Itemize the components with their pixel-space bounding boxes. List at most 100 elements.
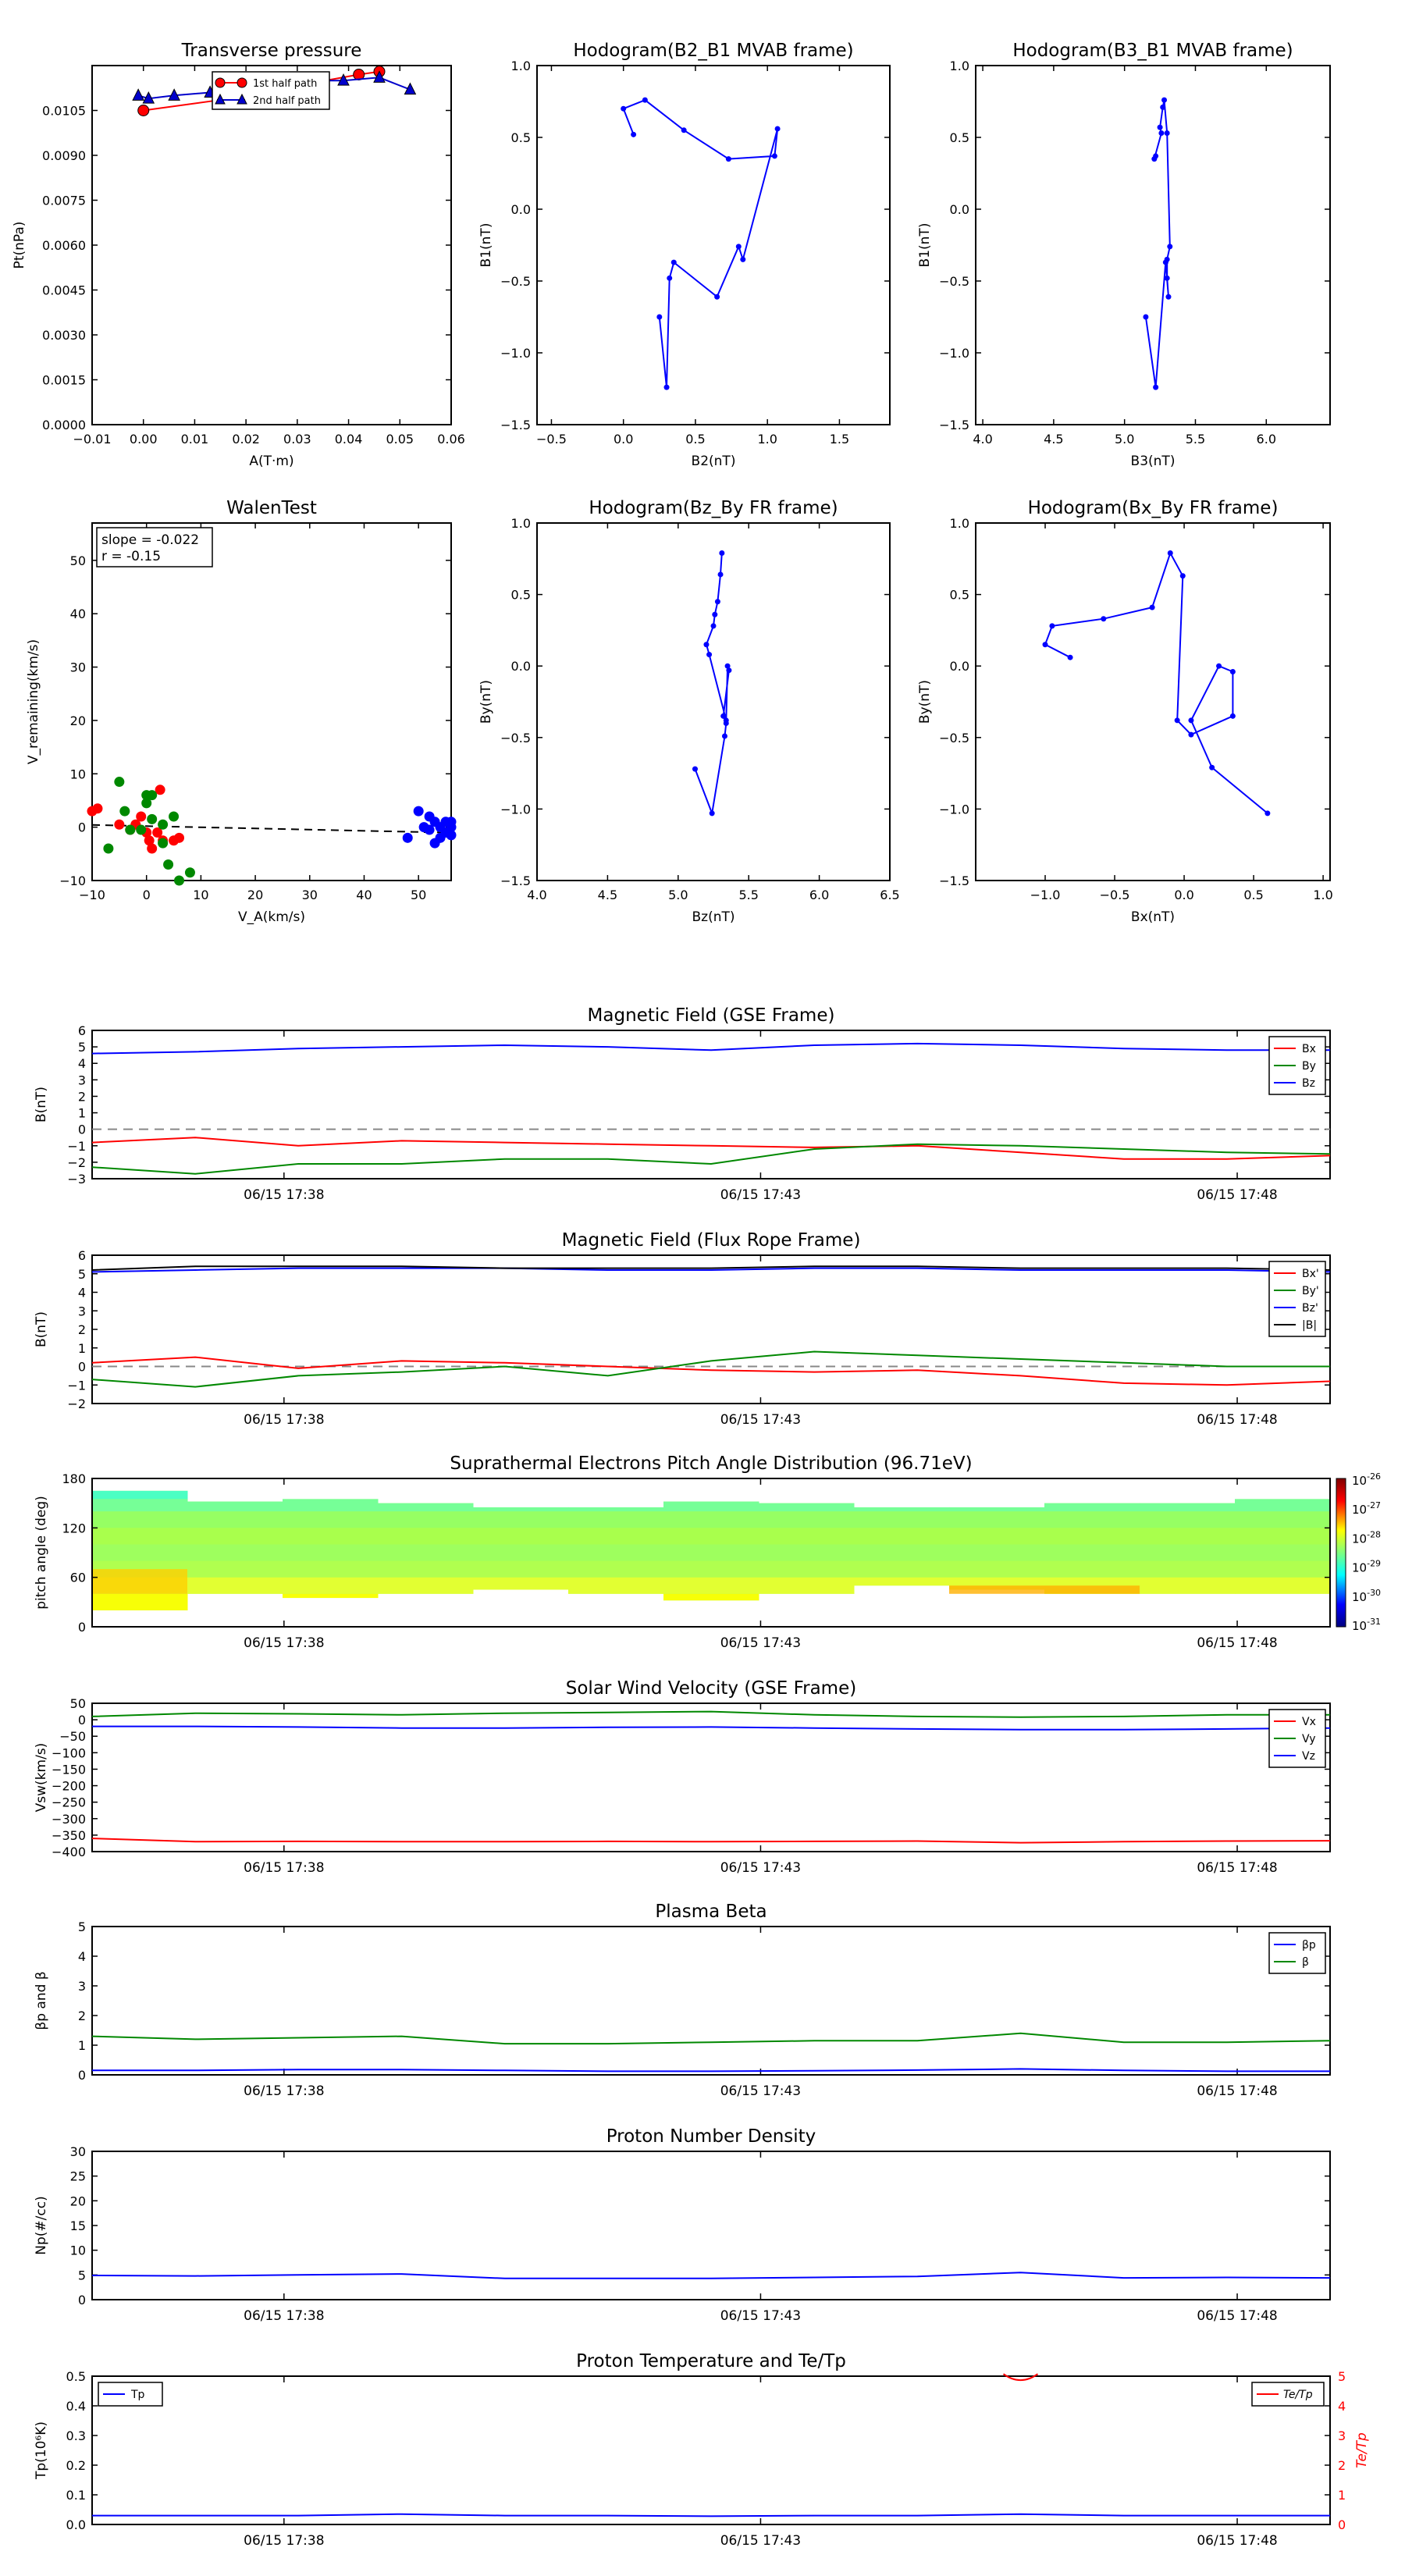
beta-ytick-label: 1 bbox=[78, 2038, 86, 2053]
tp2-y2tick-label: 0 bbox=[1338, 2517, 1346, 2532]
pad-cell bbox=[92, 1569, 187, 1594]
tp2-ytick-label: 0.2 bbox=[66, 2458, 86, 2473]
beta-ytick-label: 3 bbox=[78, 1979, 86, 1994]
walen-xtick-label: 20 bbox=[247, 888, 263, 902]
np-time-tick-label: 06/15 17:38 bbox=[244, 2308, 324, 2324]
pad-cell bbox=[1140, 1503, 1236, 1512]
pad-cell bbox=[854, 1544, 950, 1561]
h3-xtick-label: 5.0 bbox=[668, 888, 688, 902]
pad-cell bbox=[378, 1503, 474, 1512]
beta-ylabel: βp and β bbox=[34, 1971, 49, 2030]
pad-cell bbox=[1044, 1503, 1140, 1512]
tp2-series-te-tp bbox=[1002, 2373, 1039, 2382]
beta-time-tick-label: 06/15 17:43 bbox=[720, 2083, 801, 2099]
h4-point bbox=[1149, 604, 1155, 610]
pad-cell bbox=[1235, 1544, 1331, 1561]
pad-cell bbox=[1044, 1560, 1140, 1578]
h2-point bbox=[1167, 244, 1173, 250]
h2-ytick-label: 1.0 bbox=[950, 59, 969, 73]
pad-cell bbox=[854, 1507, 950, 1512]
h1-point bbox=[656, 314, 663, 320]
h2-xtick-label: 5.0 bbox=[1115, 432, 1134, 447]
walen-frame bbox=[91, 522, 452, 881]
h1-point bbox=[667, 275, 673, 281]
tp-legend-label: 2nd half path bbox=[253, 95, 321, 107]
tp-legend-marker bbox=[215, 77, 226, 88]
h4-point bbox=[1179, 573, 1186, 579]
pad-cell bbox=[949, 1507, 1045, 1512]
walen-point-green bbox=[125, 824, 136, 835]
h2-ylabel: B1(nT) bbox=[917, 223, 933, 268]
walen-point-blue bbox=[413, 806, 424, 817]
walen-point-green bbox=[174, 875, 185, 886]
pad-colorbar-tick: 10-31 bbox=[1352, 1617, 1381, 1633]
h3-point bbox=[692, 766, 698, 772]
walen-point-red bbox=[136, 811, 147, 822]
pad-frame bbox=[91, 1478, 1331, 1628]
pad-cell bbox=[759, 1511, 855, 1528]
h4-series-line bbox=[1044, 551, 1268, 814]
pad-cell bbox=[473, 1577, 569, 1590]
tp2-title: Proton Temperature and Te/Tp bbox=[576, 2351, 846, 2371]
bgse-ytick-label: −2 bbox=[67, 1155, 86, 1170]
h4-frame bbox=[975, 522, 1331, 881]
np-ytick-label: 15 bbox=[70, 2218, 86, 2233]
bfr-ylabel: B(nT) bbox=[34, 1311, 49, 1347]
h4-point bbox=[1049, 623, 1055, 629]
walen-point-green bbox=[163, 859, 174, 870]
beta-series-1-line bbox=[91, 2032, 1331, 2045]
walen-point-red bbox=[147, 843, 158, 854]
bgse-ytick-label: −3 bbox=[67, 1172, 86, 1187]
vsw-legend-label: Vx bbox=[1302, 1716, 1316, 1728]
tp-xlabel: A(T·m) bbox=[249, 454, 293, 469]
walen-ylabel: V_remaining(km/s) bbox=[26, 639, 41, 764]
pad-cell bbox=[1235, 1511, 1331, 1528]
tp-title: Transverse pressure bbox=[181, 41, 362, 61]
tp2-y2label: Te/Tp bbox=[1354, 2432, 1370, 2468]
tp-ytick-label: 0.0060 bbox=[42, 238, 86, 253]
tp-ytick-label: 0.0015 bbox=[42, 373, 86, 388]
h1-point bbox=[774, 126, 781, 132]
pad-cell bbox=[568, 1560, 664, 1578]
np-time-tick-label: 06/15 17:43 bbox=[720, 2308, 801, 2324]
bgse-legend-label: Bx bbox=[1302, 1043, 1316, 1055]
beta-ytick-label: 5 bbox=[78, 1920, 86, 1934]
vsw-ytick-label: −250 bbox=[52, 1795, 86, 1810]
pad-cell bbox=[283, 1560, 379, 1578]
np-title: Proton Number Density bbox=[606, 2126, 816, 2147]
vsw-ytick-label: −50 bbox=[59, 1729, 86, 1744]
h3-point bbox=[726, 667, 732, 674]
h2-point bbox=[1157, 124, 1163, 130]
tp-legend-marker bbox=[215, 93, 226, 105]
vsw-legend-label: Vy bbox=[1302, 1733, 1316, 1745]
h4-xtick-label: −1.0 bbox=[1030, 888, 1061, 902]
vsw-time-tick-label: 06/15 17:48 bbox=[1197, 1860, 1277, 1876]
h3-point bbox=[720, 713, 727, 719]
pad-colorbar-tick: 10-27 bbox=[1352, 1500, 1381, 1517]
h4-xtick-label: 0.0 bbox=[1174, 888, 1193, 902]
h1-xtick-label: −0.5 bbox=[536, 432, 567, 447]
walen-ytick-label: 50 bbox=[70, 553, 86, 568]
bfr-ytick-label: −2 bbox=[67, 1397, 86, 1411]
tp2-ytick-label: 0.0 bbox=[66, 2517, 86, 2532]
pad-cell bbox=[473, 1544, 569, 1561]
h3-ytick-label: 0.5 bbox=[511, 588, 531, 603]
pad-cell bbox=[473, 1528, 569, 1545]
pad-title: Suprathermal Electrons Pitch Angle Distr… bbox=[450, 1453, 972, 1474]
vsw-ytick-label: −300 bbox=[52, 1812, 86, 1827]
h1-point bbox=[740, 256, 746, 262]
vsw-ytick-label: 50 bbox=[70, 1696, 86, 1711]
h3-ytick-label: −0.5 bbox=[500, 731, 531, 745]
np-ytick-label: 5 bbox=[78, 2268, 86, 2282]
h3-point bbox=[703, 642, 710, 648]
vsw-ytick-label: −100 bbox=[52, 1745, 86, 1760]
tp2-series-0-line bbox=[92, 2513, 1330, 2517]
h2-ytick-label: 0.5 bbox=[950, 130, 969, 145]
vsw-legend-label: Vz bbox=[1302, 1750, 1315, 1763]
pad-time-tick-label: 06/15 17:43 bbox=[720, 1635, 801, 1651]
pad-cell bbox=[663, 1560, 759, 1578]
walen-point-green bbox=[169, 811, 180, 822]
pad-cell bbox=[663, 1544, 759, 1561]
pad-cell bbox=[1140, 1544, 1236, 1561]
beta-ytick-label: 0 bbox=[78, 2068, 86, 2083]
